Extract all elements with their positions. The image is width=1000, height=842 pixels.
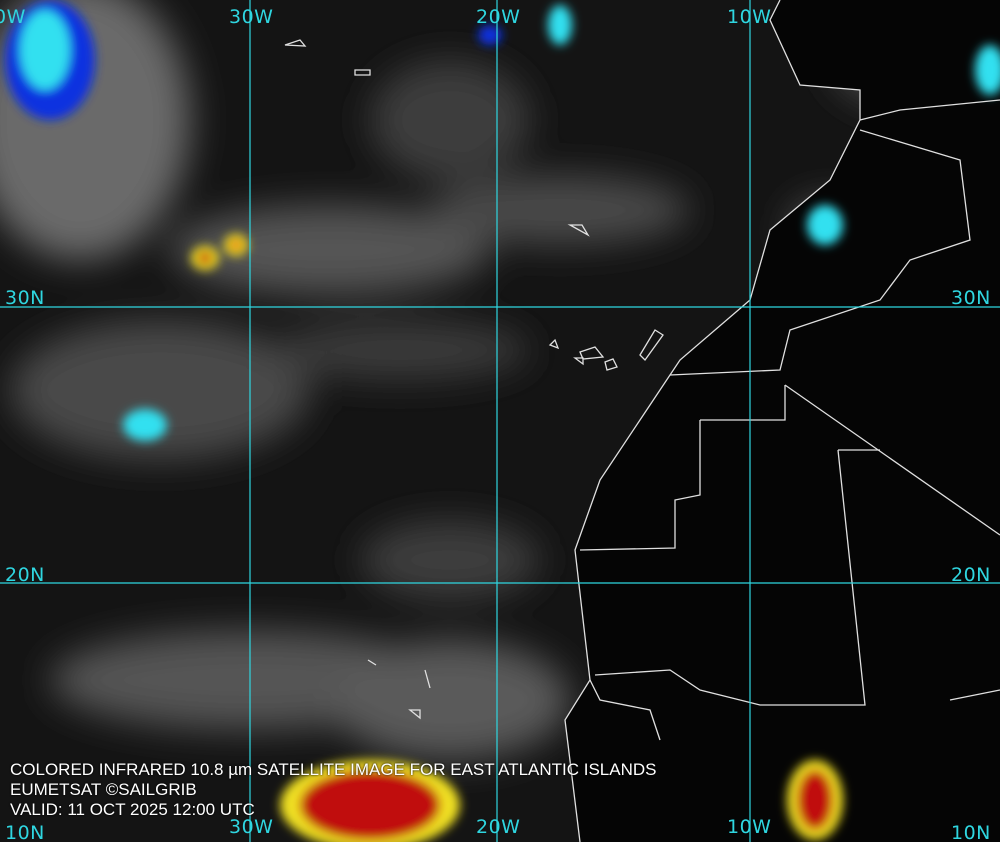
- lat-label-left-10n: 10N: [5, 822, 45, 842]
- lat-label-left-20n: 20N: [5, 564, 45, 586]
- land-mass-africa-iberia: [565, 0, 1000, 842]
- caption-valid-time: VALID: 11 OCT 2025 12:00 UTC: [10, 800, 255, 819]
- lon-label-top-30w: 30W: [229, 6, 274, 28]
- lon-label-bottom-20w: 20W: [476, 816, 521, 838]
- lon-label-bottom-30w: 30W: [229, 816, 274, 838]
- lat-label-right-30n: 30N: [951, 287, 991, 309]
- caption-title: COLORED INFRARED 10.8 µm SATELLITE IMAGE…: [10, 760, 657, 779]
- lon-label-top-20w: 20W: [476, 6, 521, 28]
- caption-credit: EUMETSAT ©SAILGRIB: [10, 780, 197, 799]
- lon-label-bottom-10w: 10W: [727, 816, 772, 838]
- cold-cloud-tops: [5, 0, 1000, 842]
- lat-label-right-20n: 20N: [951, 564, 991, 586]
- lon-label-top-40w: 0W: [0, 6, 26, 28]
- lat-label-left-30n: 30N: [5, 287, 45, 309]
- lat-label-right-10n: 10N: [951, 822, 991, 842]
- lon-label-top-10w: 10W: [727, 6, 772, 28]
